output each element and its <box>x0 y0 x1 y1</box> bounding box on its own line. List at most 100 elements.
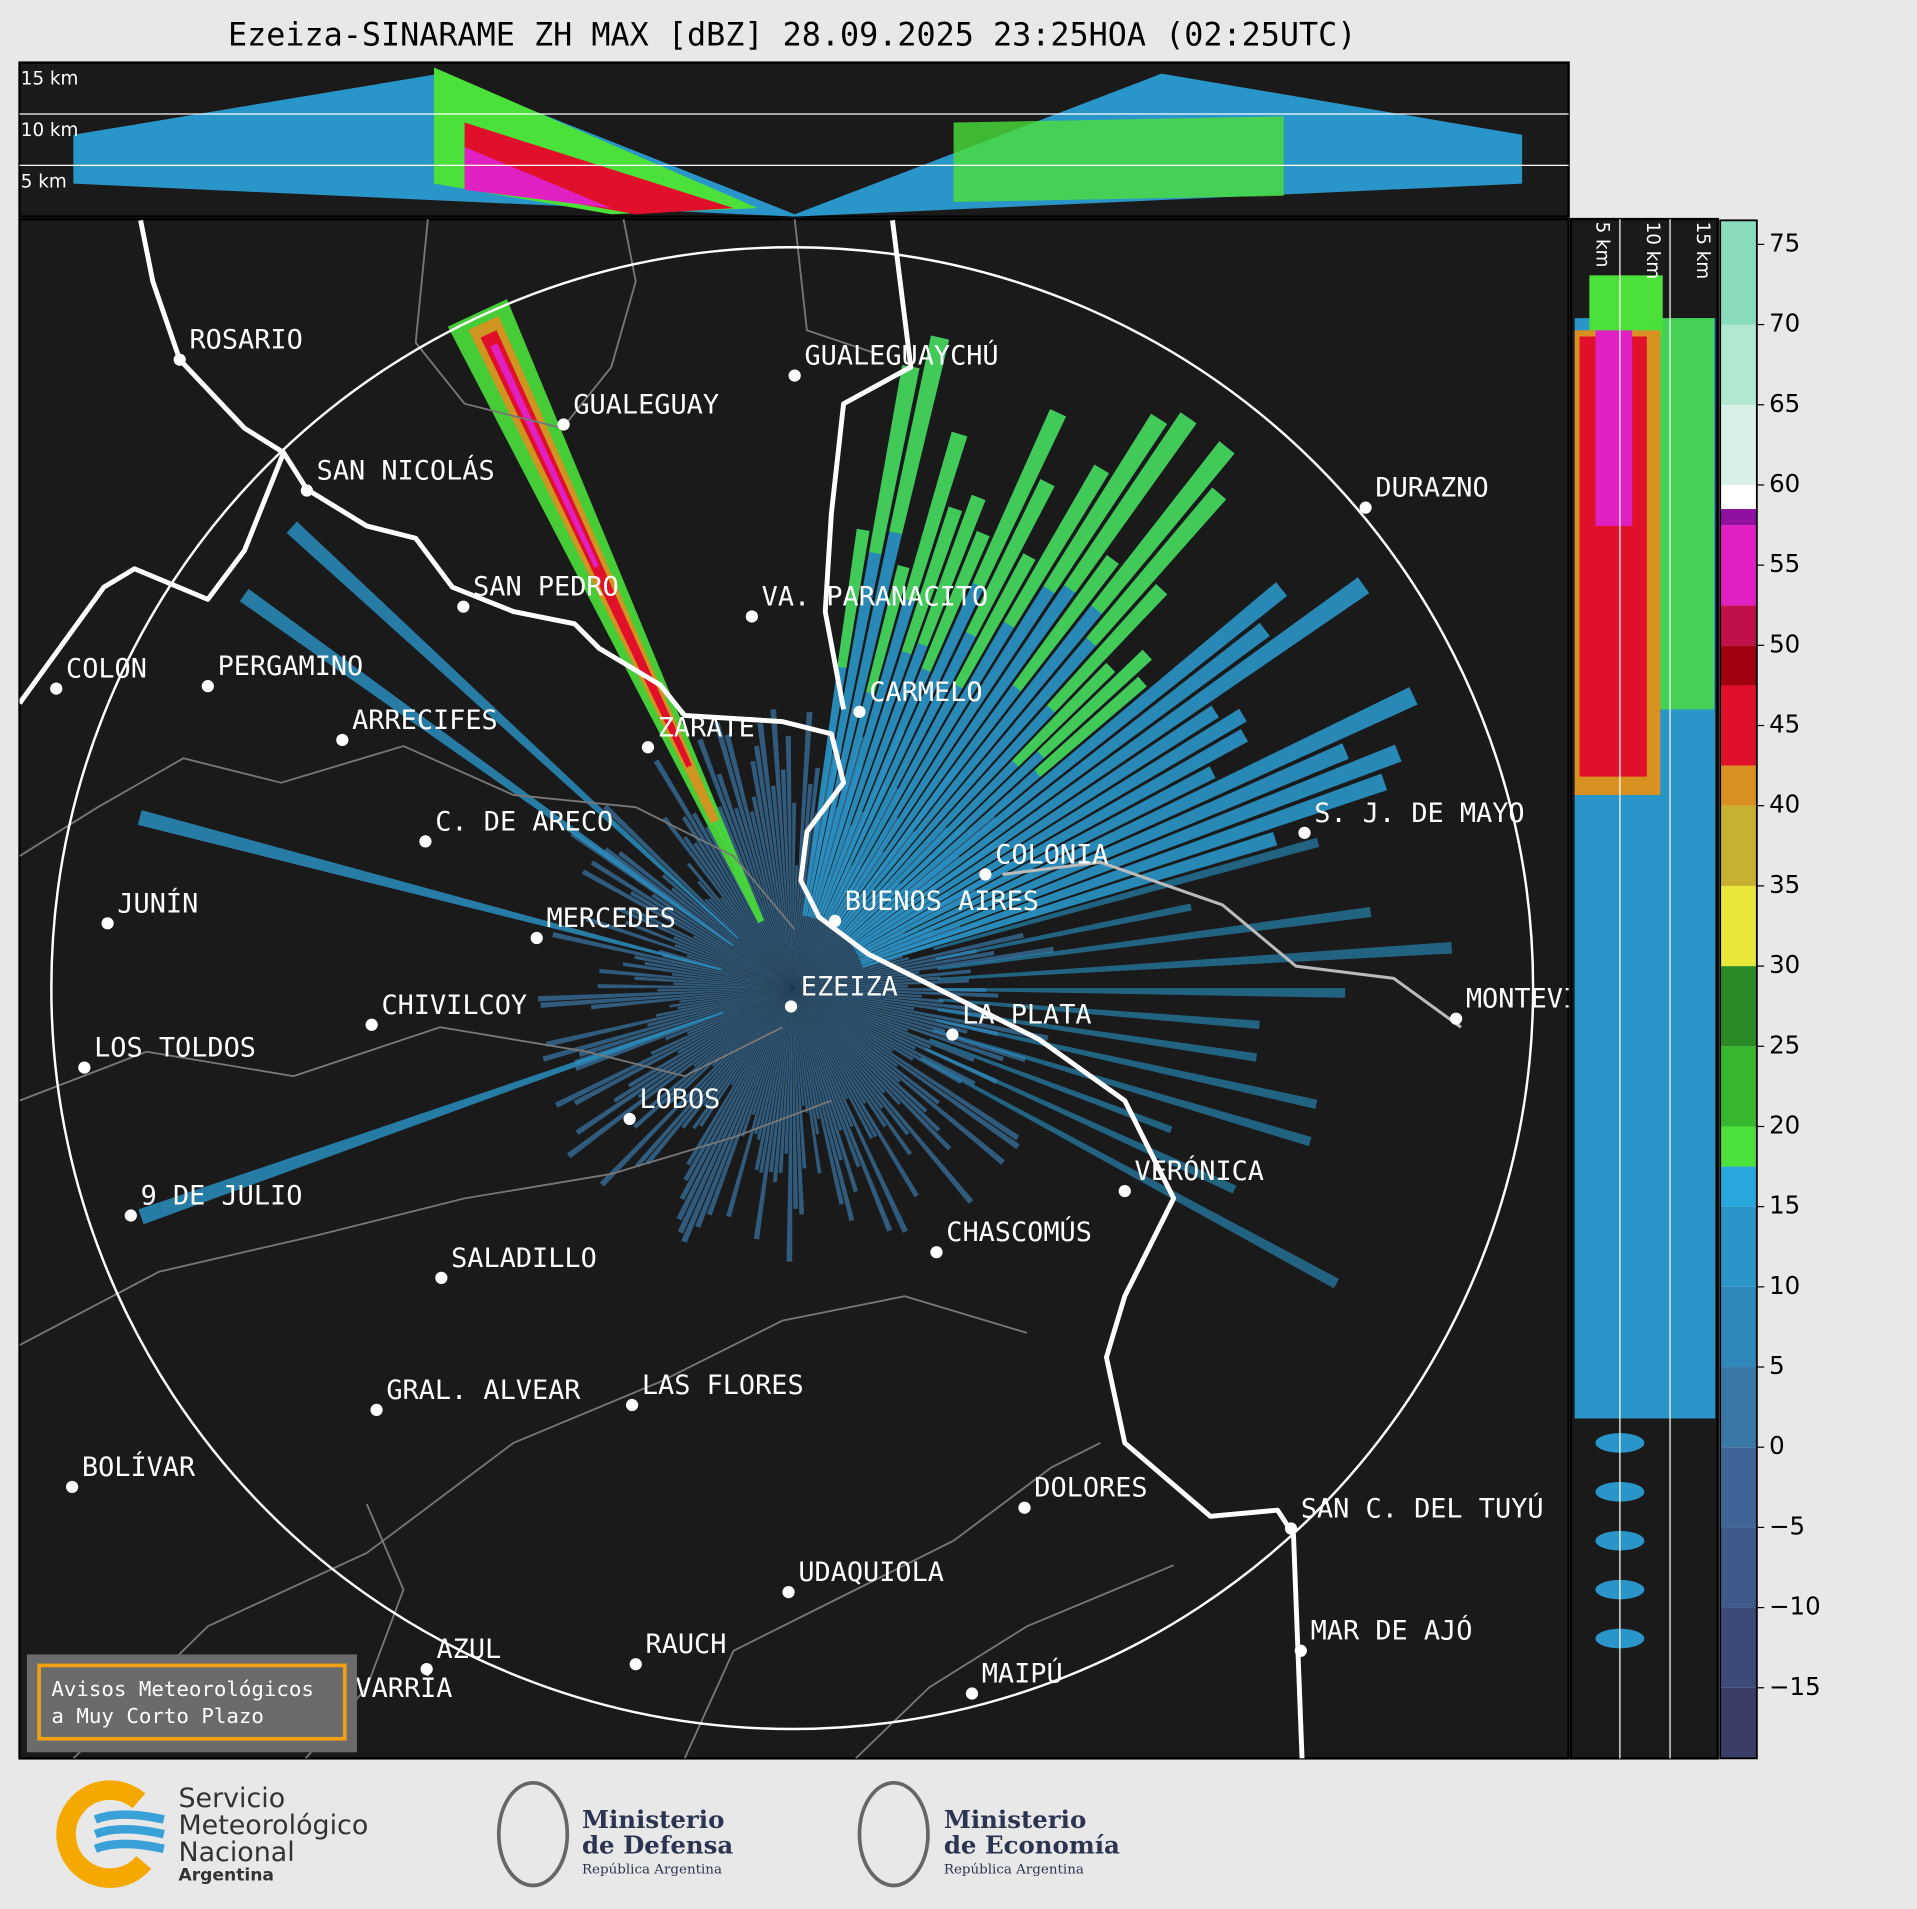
echo <box>719 897 793 989</box>
echo <box>854 708 1247 951</box>
city-dot <box>1284 1522 1298 1535</box>
echo <box>792 988 908 1233</box>
city-dot <box>641 741 655 754</box>
echo <box>618 850 793 989</box>
echo <box>938 988 1346 998</box>
city-dot <box>435 1271 448 1284</box>
echo <box>137 810 722 971</box>
echo <box>780 769 793 989</box>
echo <box>792 988 999 1037</box>
echo <box>792 976 941 989</box>
echo <box>792 786 899 989</box>
echo <box>697 738 793 989</box>
city-dot <box>530 931 543 945</box>
echo <box>753 745 793 989</box>
echo <box>938 998 1260 1029</box>
colorbar-tick-label: 55 <box>1769 549 1800 578</box>
city-dot <box>336 733 349 747</box>
echo <box>555 988 793 1108</box>
echo <box>770 709 793 989</box>
cities: ROSARIO GUALEGUAYCHÚ GUALEGUAY SAN NICOLÁS D… <box>50 325 1569 1715</box>
echo <box>658 949 793 989</box>
echo <box>655 988 793 1017</box>
city-label: LA PLATA <box>962 1000 1091 1031</box>
echo <box>792 988 809 1113</box>
economia-logo: Ministerio de Economía República Argenti… <box>857 1780 1120 1888</box>
echo <box>792 988 843 1161</box>
echo <box>627 988 793 1088</box>
logo-text: de Defensa <box>582 1831 733 1860</box>
city-dot <box>629 1658 642 1671</box>
city-dot <box>78 1061 91 1074</box>
echo <box>138 1011 724 1225</box>
echo <box>837 528 870 669</box>
boundary <box>683 1442 1101 1759</box>
logo-text: Argentina <box>178 1866 273 1886</box>
echo <box>676 988 793 1221</box>
city-dot <box>173 353 186 366</box>
echo <box>734 807 793 989</box>
echo <box>972 409 1067 588</box>
echo <box>792 748 842 989</box>
city-dot <box>625 1398 639 1412</box>
colorbar-bin <box>1720 220 1757 325</box>
echo <box>792 988 874 1140</box>
echo <box>920 1056 1339 1289</box>
echo <box>850 622 1270 945</box>
colorbar-frame <box>1719 219 1758 1760</box>
echo <box>665 988 793 1041</box>
boundary <box>19 745 796 931</box>
city-dot <box>745 610 758 623</box>
echo <box>935 903 1192 961</box>
city-label: GRAL. ALVEAR <box>386 1375 581 1406</box>
city-dot <box>370 1403 383 1417</box>
boundary <box>19 1026 783 1102</box>
city-label: VERÓNICA <box>1135 1155 1264 1187</box>
echo <box>754 988 793 1135</box>
echo <box>792 988 798 1209</box>
city-dot <box>1449 1012 1463 1025</box>
city-label: MAIPÚ <box>982 1658 1063 1690</box>
echo <box>590 988 793 1010</box>
echo <box>662 816 793 989</box>
echo <box>792 969 971 989</box>
logo-text: Meteorológico <box>178 1810 368 1841</box>
echo <box>792 971 920 989</box>
city-label: CHIVILCOY <box>381 990 527 1021</box>
colorbar-bin <box>1720 525 1757 606</box>
city-label: COLON <box>66 654 147 685</box>
colorbar-bin <box>1720 1166 1757 1207</box>
colorbar-tick-label: 60 <box>1769 469 1800 498</box>
echo <box>599 968 793 989</box>
echo <box>673 936 793 989</box>
colorbar-bin <box>1720 1527 1757 1608</box>
echo <box>792 988 944 1004</box>
echo <box>770 785 793 989</box>
colorbar-tick-label: 50 <box>1769 629 1800 658</box>
notice-text: a Muy Corto Plazo <box>51 1704 264 1728</box>
echo <box>792 988 901 1083</box>
river <box>138 219 1305 1759</box>
echo <box>792 988 1026 1063</box>
echo <box>792 988 912 1156</box>
echo <box>929 1038 1173 1134</box>
echo <box>673 982 793 989</box>
colorbar-bin <box>1720 645 1757 686</box>
echo <box>772 988 793 1183</box>
echo <box>756 988 793 1140</box>
notice-box[interactable] <box>26 1654 357 1753</box>
echo <box>629 891 793 989</box>
echo <box>792 988 1020 1141</box>
echo <box>792 908 910 989</box>
echo <box>859 743 1349 961</box>
city-label: ROSARIO <box>189 325 302 356</box>
city-dot <box>101 917 114 930</box>
echo <box>651 893 793 989</box>
echo <box>599 988 793 1187</box>
echo <box>1037 649 1152 759</box>
echo <box>573 988 793 1106</box>
city-label: AZUL <box>436 1634 501 1665</box>
